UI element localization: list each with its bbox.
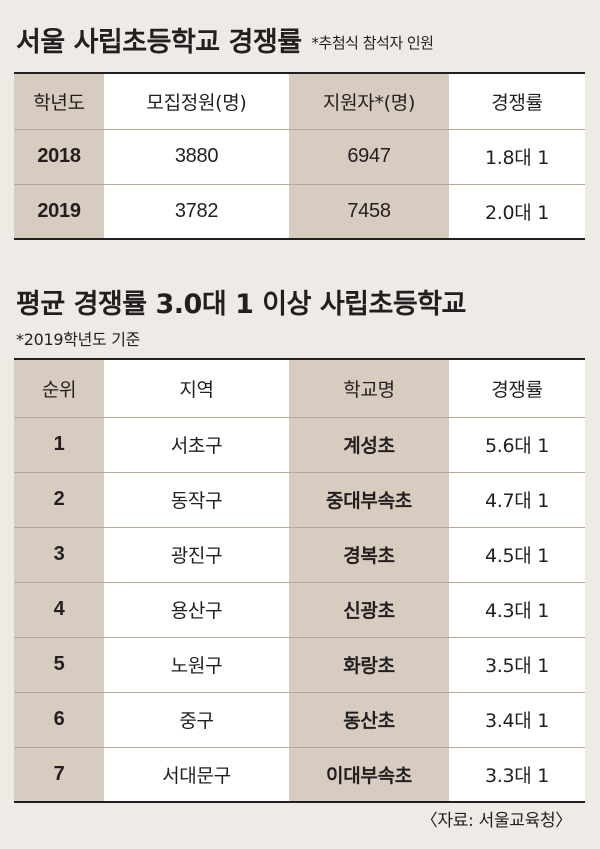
cell-rate: 3.5대 1: [449, 637, 585, 693]
cell-rate: 5.6대 1: [449, 417, 585, 473]
cell-applicants: 6947: [289, 129, 449, 185]
table-row: 2 동작구 중대부속초 4.7대 1: [14, 472, 585, 528]
table-row: 2018 3880 6947 1.8대 1: [14, 129, 585, 185]
cell-region: 노원구: [104, 637, 289, 693]
cell-rank: 1: [14, 417, 104, 473]
header-school: 학교명: [289, 359, 449, 418]
table-row: 7 서대문구 이대부속초 3.3대 1: [14, 747, 585, 803]
cell-school: 동산초: [289, 692, 449, 748]
source-credit: 〈자료: 서울교육청〉: [420, 811, 573, 831]
header-rank: 순위: [14, 359, 104, 418]
title-note: *추첨식 참석자 인원: [311, 34, 434, 52]
competition-rate-table: 학년도 모집정원(명) 지원자*(명) 경쟁률 2018 3880 6947 1…: [14, 72, 585, 240]
cell-region: 용산구: [104, 582, 289, 638]
title-text: 서울 사립초등학교 경쟁률: [16, 27, 302, 58]
cell-school: 계성초: [289, 417, 449, 473]
table-row: 6 중구 동산초 3.4대 1: [14, 692, 585, 748]
cell-school: 신광초: [289, 582, 449, 638]
header-applicants: 지원자*(명): [289, 73, 449, 130]
cell-school: 화랑초: [289, 637, 449, 693]
table-header-row: 순위 지역 학교명 경쟁률: [14, 359, 585, 418]
cell-region: 서대문구: [104, 747, 289, 803]
cell-rate: 1.8대 1: [449, 129, 585, 185]
cell-region: 중구: [104, 692, 289, 748]
cell-rank: 2: [14, 472, 104, 528]
cell-rate: 4.3대 1: [449, 582, 585, 638]
header-rate: 경쟁률: [449, 73, 585, 130]
cell-rate: 3.4대 1: [449, 692, 585, 748]
cell-year: 2019: [14, 184, 104, 240]
cell-capacity: 3880: [104, 129, 289, 185]
cell-region: 광진구: [104, 527, 289, 583]
table-row: 4 용산구 신광초 4.3대 1: [14, 582, 585, 638]
cell-applicants: 7458: [289, 184, 449, 240]
cell-region: 동작구: [104, 472, 289, 528]
chart-title-competition-rate: 서울 사립초등학교 경쟁률 *추첨식 참석자 인원: [16, 20, 434, 59]
cell-school: 이대부속초: [289, 747, 449, 803]
cell-year: 2018: [14, 129, 104, 185]
top-schools-table: 순위 지역 학교명 경쟁률 1 서초구 계성초 5.6대 1 2 동작구 중대부…: [14, 358, 585, 803]
cell-rate: 3.3대 1: [449, 747, 585, 803]
header-year: 학년도: [14, 73, 104, 130]
cell-school: 경복초: [289, 527, 449, 583]
table-row: 1 서초구 계성초 5.6대 1: [14, 417, 585, 473]
cell-rank: 3: [14, 527, 104, 583]
cell-rank: 4: [14, 582, 104, 638]
cell-capacity: 3782: [104, 184, 289, 240]
table-row: 2019 3782 7458 2.0대 1: [14, 184, 585, 240]
cell-rate: 4.5대 1: [449, 527, 585, 583]
cell-school: 중대부속초: [289, 472, 449, 528]
header-capacity: 모집정원(명): [104, 73, 289, 130]
header-rate: 경쟁률: [449, 359, 585, 418]
chart-title-top-schools: 평균 경쟁률 3.0대 1 이상 사립초등학교: [16, 289, 466, 320]
cell-rate: 4.7대 1: [449, 472, 585, 528]
cell-rate: 2.0대 1: [449, 184, 585, 240]
table-row: 5 노원구 화랑초 3.5대 1: [14, 637, 585, 693]
cell-region: 서초구: [104, 417, 289, 473]
subtitle-note: *2019학년도 기준: [16, 330, 141, 349]
table-header-row: 학년도 모집정원(명) 지원자*(명) 경쟁률: [14, 73, 585, 130]
cell-rank: 7: [14, 747, 104, 803]
cell-rank: 5: [14, 637, 104, 693]
cell-rank: 6: [14, 692, 104, 748]
table-row: 3 광진구 경복초 4.5대 1: [14, 527, 585, 583]
header-region: 지역: [104, 359, 289, 418]
